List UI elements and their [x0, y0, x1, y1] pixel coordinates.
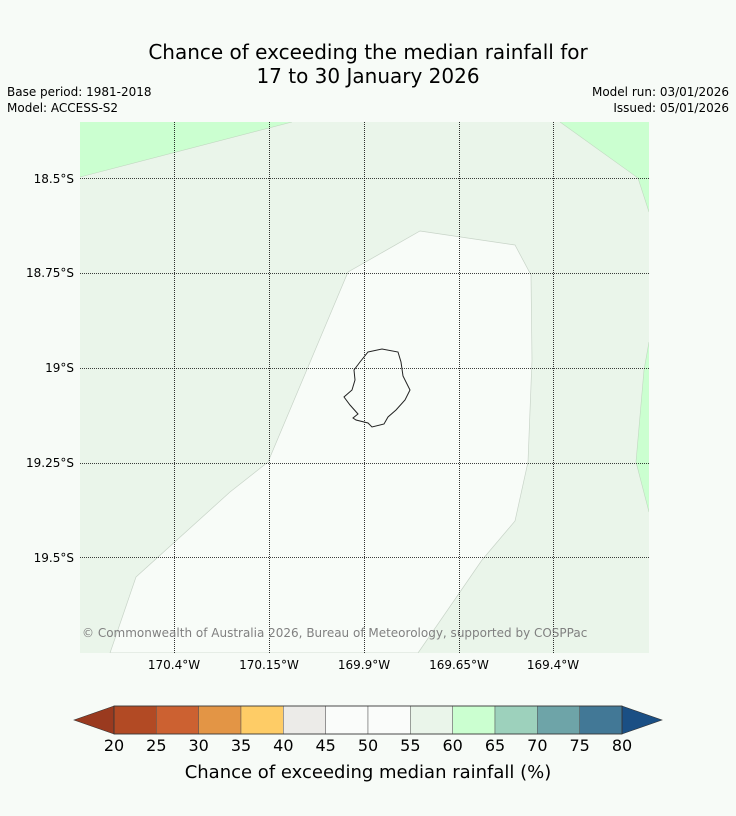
colorbar-cell: [325, 705, 369, 735]
colorbar-tick-label: 65: [484, 736, 506, 755]
colorbar-cell: [113, 705, 157, 735]
map-region-60-65-northeast: [560, 122, 649, 212]
colorbar-cell: [198, 705, 242, 735]
niue-island-coastline: [343, 348, 411, 428]
colorbar-cell: [156, 705, 199, 735]
lon-label-169-65: 169.65°W: [429, 658, 489, 672]
base-period-label: Base period: 1981-2018: [7, 85, 152, 99]
lon-label-170-4: 170.4°W: [147, 658, 201, 672]
lat-label-18-5: 18.5°S: [33, 172, 74, 186]
copyright-notice: © Commonwealth of Australia 2026, Bureau…: [82, 626, 588, 640]
colorbar-tick-label: 50: [357, 736, 379, 755]
map-gridlines: [80, 122, 649, 653]
lon-label-169-4: 169.4°W: [526, 658, 580, 672]
colorbar-tick-label: 60: [442, 736, 463, 755]
colorbar-tick-label: 55: [400, 736, 421, 755]
colorbar-label: Chance of exceeding median rainfall (%): [184, 762, 552, 783]
colorbar-cell: [410, 705, 453, 735]
lat-label-19-25: 19.25°S: [26, 456, 74, 470]
model-run-label: Model run: 03/01/2026: [591, 85, 729, 99]
colorbar-cell: [452, 705, 496, 735]
colorbar-under-arrow: [73, 705, 115, 735]
colorbar-cell: [240, 705, 284, 735]
lon-label-169-9: 169.9°W: [337, 658, 391, 672]
colorbar-cell: [367, 705, 411, 735]
lat-label-19-5: 19.5°S: [33, 551, 74, 565]
map-title-line2: 17 to 30 January 2026: [256, 64, 480, 88]
colorbar-tick-label: 80: [611, 736, 633, 755]
colorbar-cell: [283, 705, 326, 735]
colorbar-tick-label: 40: [273, 736, 294, 755]
lat-label-19: 19°S: [45, 361, 74, 375]
colorbar-tick-label: 75: [569, 736, 590, 755]
colorbar-tick-label: 35: [230, 736, 252, 755]
colorbar-tick-label: 70: [527, 736, 548, 755]
colorbar: [73, 705, 663, 735]
map-region-60-65-east: [636, 342, 649, 512]
issued-label: Issued: 05/01/2026: [613, 101, 729, 115]
colorbar-cell: [579, 705, 623, 735]
lat-label-18-75: 18.75°S: [26, 266, 74, 280]
colorbar-cell: [537, 705, 580, 735]
colorbar-over-arrow: [621, 705, 663, 735]
colorbar-tick-label: 45: [315, 736, 336, 755]
lon-label-170-15: 170.15°W: [239, 658, 299, 672]
map-title-line1: Chance of exceeding the median rainfall …: [148, 40, 588, 64]
colorbar-tick-label: 30: [188, 736, 209, 755]
colorbar-tick-label: 20: [103, 736, 125, 755]
model-label: Model: ACCESS-S2: [7, 101, 119, 115]
colorbar-tick-label: 25: [146, 736, 167, 755]
map-region-45-55: [109, 230, 533, 653]
colorbar-cell: [494, 705, 538, 735]
